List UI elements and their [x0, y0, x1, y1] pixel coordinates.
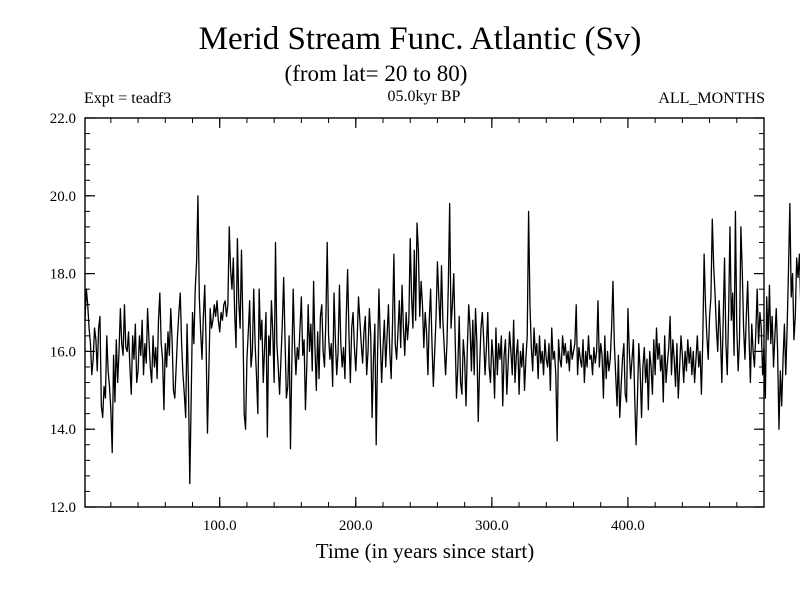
series-layer	[84, 195, 800, 485]
x-axis-label: Time (in years since start)	[316, 539, 535, 563]
x-tick-label: 200.0	[339, 518, 373, 534]
y-tick-label: 20.0	[50, 189, 76, 205]
axis-tick-labels: 12.0 14.0 16.0 18.0 20.0 22.0 100.0 200.0 300.0 4…	[50, 111, 645, 534]
x-tick-label: 400.0	[611, 518, 645, 534]
months-label: ALL_MONTHS	[658, 90, 765, 107]
chart-title: Merid Stream Func. Atlantic (Sv)	[199, 21, 642, 57]
y-tick-label: 12.0	[50, 500, 76, 516]
experiment-label: Expt = teadf3	[84, 90, 171, 107]
y-tick-label: 18.0	[50, 267, 76, 283]
x-tick-label: 300.0	[475, 518, 509, 534]
y-tick-label: 14.0	[50, 422, 76, 438]
period-label: 05.0kyr BP	[388, 88, 461, 105]
series-line	[84, 195, 800, 485]
chart-subtitle: (from lat= 20 to 80)	[285, 61, 468, 86]
x-tick-label: 100.0	[203, 518, 237, 534]
y-tick-label: 22.0	[50, 111, 76, 127]
y-tick-label: 16.0	[50, 344, 76, 360]
plot-frame	[84, 117, 765, 508]
